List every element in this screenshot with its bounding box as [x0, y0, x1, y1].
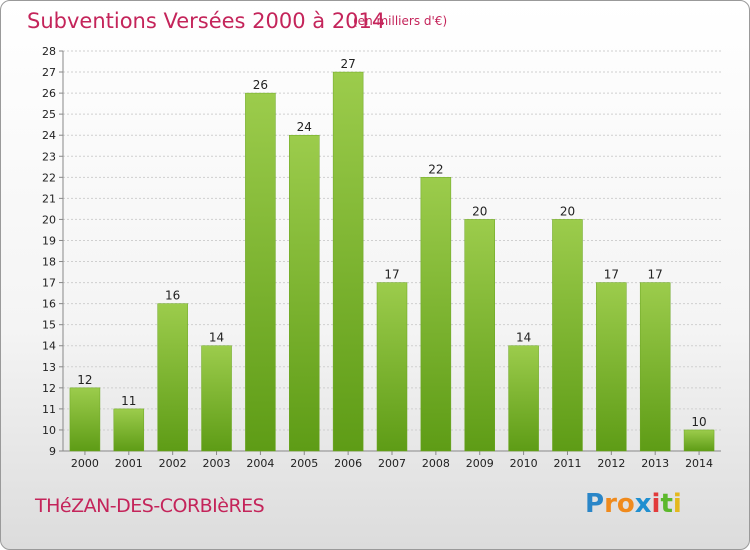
bar-value-label: 11 — [121, 394, 136, 408]
x-tick-label: 2010 — [510, 457, 538, 470]
x-tick-label: 2013 — [641, 457, 669, 470]
bar-2013 — [639, 282, 671, 452]
y-tick-label: 24 — [42, 129, 56, 142]
bar-value-label: 27 — [340, 57, 355, 71]
bar-2001 — [113, 408, 145, 452]
y-tick-label: 26 — [42, 87, 56, 100]
x-tick-label: 2014 — [685, 457, 713, 470]
y-tick-label: 16 — [42, 298, 56, 311]
x-tick-label: 2007 — [378, 457, 406, 470]
bar-2006 — [332, 71, 364, 452]
bar-value-label: 14 — [516, 331, 531, 345]
logo-letter: o — [616, 489, 635, 519]
bar-2014 — [683, 429, 715, 452]
logo-letter: x — [634, 489, 652, 519]
bar-value-label: 17 — [384, 268, 399, 282]
bar-value-label: 12 — [77, 373, 92, 387]
x-tick-label: 2012 — [597, 457, 625, 470]
x-tick-label: 2000 — [71, 457, 99, 470]
bar-2005 — [289, 134, 320, 452]
bar-value-label: 14 — [209, 331, 224, 345]
logo-letter: i — [672, 489, 682, 519]
x-tick-label: 2001 — [115, 457, 143, 470]
x-tick-label: 2008 — [422, 457, 450, 470]
y-tick-label: 20 — [42, 213, 56, 226]
y-tick-label: 9 — [49, 445, 56, 458]
y-tick-label: 17 — [42, 277, 56, 290]
x-tick-label: 2009 — [466, 457, 494, 470]
proxiti-logo: Proxiti — [585, 489, 695, 525]
y-tick-label: 19 — [42, 234, 56, 247]
bar-2011 — [552, 219, 583, 452]
y-tick-label: 18 — [42, 256, 56, 269]
y-tick-label: 14 — [42, 340, 56, 353]
bar-value-label: 22 — [428, 162, 443, 176]
x-tick-label: 2004 — [246, 457, 274, 470]
y-tick-label: 27 — [42, 66, 56, 79]
bar-2007 — [376, 282, 408, 452]
bar-2009 — [464, 219, 495, 452]
bar-value-label: 24 — [297, 120, 312, 134]
y-tick-label: 23 — [42, 150, 56, 163]
chart-title: Subventions Versées 2000 à 2014 — [27, 9, 386, 33]
x-tick-label: 2003 — [203, 457, 231, 470]
bar-value-label: 16 — [165, 289, 180, 303]
x-tick-label: 2005 — [290, 457, 318, 470]
x-tick-label: 2011 — [553, 457, 581, 470]
bar-2012 — [596, 282, 627, 452]
bar-value-label: 17 — [648, 268, 663, 282]
bar-value-label: 20 — [472, 204, 487, 218]
commune-name: THéZAN-DES-CORBIèRES — [35, 495, 265, 517]
x-tick-label: 2002 — [159, 457, 187, 470]
y-tick-label: 22 — [42, 171, 56, 184]
bar-value-label: 10 — [691, 415, 706, 429]
y-tick-label: 12 — [42, 382, 56, 395]
y-tick-label: 21 — [42, 192, 56, 205]
chart-subtitle: (en milliers d'€) — [353, 14, 448, 28]
bar-value-label: 20 — [560, 204, 575, 218]
logo-letter: P — [585, 489, 605, 519]
y-tick-label: 13 — [42, 361, 56, 374]
bar-2000 — [69, 387, 101, 452]
bar-value-label: 26 — [253, 78, 268, 92]
bar-2003 — [201, 345, 232, 452]
logo-letter: r — [604, 489, 617, 519]
bar-2008 — [420, 177, 452, 452]
bar-value-label: 17 — [604, 268, 619, 282]
y-tick-label: 28 — [42, 45, 56, 58]
y-tick-label: 15 — [42, 319, 56, 332]
bar-2010 — [508, 345, 539, 452]
bar-2002 — [157, 303, 188, 452]
bar-2004 — [245, 92, 276, 452]
y-tick-label: 25 — [42, 108, 56, 121]
x-tick-label: 2006 — [334, 457, 362, 470]
y-tick-label: 11 — [42, 403, 56, 416]
logo-letter: t — [660, 489, 673, 519]
y-tick-label: 10 — [42, 424, 56, 437]
logo-letter: i — [651, 489, 661, 519]
